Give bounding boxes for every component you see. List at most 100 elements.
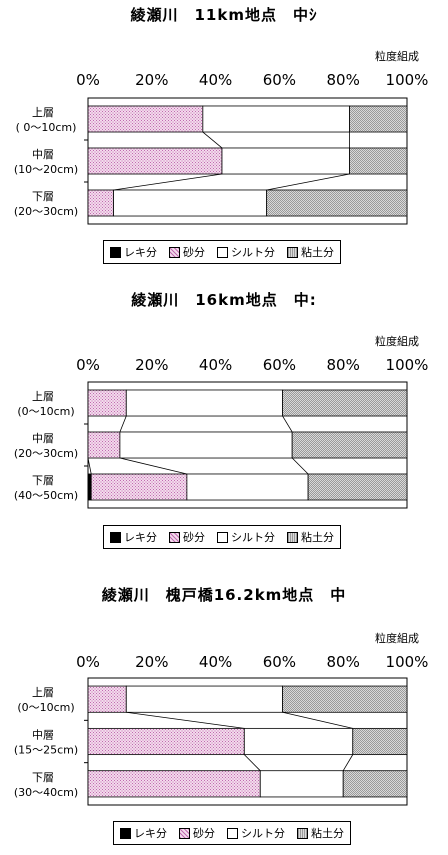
y-tick-label: 中層	[32, 432, 54, 445]
x-tick-label: 40%	[199, 653, 232, 671]
sand-swatch	[169, 246, 180, 258]
chart-plot: 0% 20% 40% 60% 80% 100% 上層 (0～10cm) 中層 (20～30cm) 下…	[14, 356, 428, 509]
chart-title: 綾瀬川 16km地点 中:	[131, 291, 317, 309]
unit-label: 粒度組成	[375, 50, 419, 63]
legend-item-sand: 砂分	[179, 825, 215, 841]
legend-label-clay: 粘土分	[311, 827, 344, 840]
legend-label-sand: 砂分	[183, 246, 205, 259]
x-tick-label: 80%	[327, 653, 360, 671]
chart-plot: 0% 20% 40% 60% 80% 100% 上層 ( 0～10cm) 中層 (10～20cm)…	[14, 71, 429, 225]
x-tick-label: 100%	[386, 71, 429, 89]
series-connector	[87, 457, 92, 475]
bar-segment	[307, 473, 408, 501]
y-tick-label: (40～50cm)	[14, 489, 78, 502]
y-tick-label: (30～40cm)	[14, 786, 78, 799]
bar-segment	[349, 105, 408, 133]
bar-segment	[202, 105, 350, 133]
y-tick-label: 上層	[32, 686, 54, 699]
bar-segment	[282, 685, 408, 713]
silt-swatch	[217, 531, 228, 543]
legend-label-gravel: レキ分	[124, 531, 157, 544]
legend-item-gravel: レキ分	[110, 529, 157, 545]
legend-item-silt: シルト分	[217, 529, 275, 545]
legend-item-silt: シルト分	[217, 244, 275, 260]
series-connector	[113, 173, 223, 191]
bar-segment	[87, 473, 92, 501]
x-tick-label: 20%	[135, 653, 168, 671]
chart-legend: レキ分 砂分 シルト分 粘土分	[103, 525, 341, 549]
x-tick-label: 0%	[76, 356, 100, 374]
bar-segment	[87, 727, 245, 756]
bar-segment	[87, 770, 261, 798]
unit-label: 粒度組成	[375, 632, 419, 645]
legend-label-gravel: レキ分	[134, 827, 167, 840]
legend-label-gravel: レキ分	[124, 246, 157, 259]
y-tick-label: (15～25cm)	[14, 744, 78, 757]
x-tick-label: 40%	[199, 356, 232, 374]
legend-item-silt: シルト分	[227, 825, 285, 841]
chart-title: 綾瀬川 槐戸橋16.2km地点 中	[101, 586, 347, 604]
bar-segment	[87, 685, 127, 713]
legend-label-silt: シルト分	[241, 827, 285, 840]
series-connector	[202, 131, 223, 149]
x-tick-label: 0%	[76, 71, 100, 89]
bar-segment	[266, 189, 408, 217]
bar-segment	[90, 473, 188, 501]
legend-label-clay: 粘土分	[301, 246, 334, 259]
silt-swatch	[217, 246, 228, 258]
legend-item-gravel: レキ分	[110, 244, 157, 260]
series-connector	[291, 457, 309, 475]
x-tick-label: 80%	[327, 71, 360, 89]
x-tick-label: 80%	[327, 356, 360, 374]
bar-segment	[352, 727, 408, 756]
series-connector	[126, 711, 245, 729]
y-tick-label: (20～30cm)	[14, 205, 78, 218]
silt-swatch	[227, 827, 238, 839]
bar-segment	[291, 431, 408, 459]
chart-panel-16-2km: 綾瀬川 槐戸橋16.2km地点 中 粒度組成 0% 20% 40% 60% 80% 100…	[0, 570, 448, 855]
series-connector	[342, 754, 354, 771]
bar-segment	[87, 105, 204, 133]
x-tick-label: 60%	[263, 653, 296, 671]
bar-segment	[259, 770, 344, 798]
x-tick-label: 40%	[199, 71, 232, 89]
legend-label-sand: 砂分	[183, 531, 205, 544]
bar-segment	[243, 727, 354, 756]
legend-item-sand: 砂分	[169, 529, 205, 545]
y-tick-label: (10～20cm)	[14, 163, 78, 176]
chart-panel-11km: 綾瀬川 11km地点 中ｼ 粒度組成 0% 20% 40% 60% 80% 100% 上層 (…	[0, 0, 448, 285]
legend-label-clay: 粘土分	[301, 531, 334, 544]
bar-segment	[87, 189, 114, 217]
x-tick-label: 20%	[135, 356, 168, 374]
chart-panel-16km: 綾瀬川 16km地点 中: 粒度組成 0% 20% 40% 60% 80% 100% 上層 (…	[0, 285, 448, 570]
legend-item-clay: 粘土分	[287, 529, 334, 545]
clay-swatch	[287, 246, 298, 258]
clay-swatch	[297, 827, 308, 839]
y-tick-label: 下層	[32, 771, 54, 784]
bar-segment	[119, 431, 293, 459]
x-tick-label: 0%	[76, 653, 100, 671]
sand-swatch	[169, 531, 180, 543]
bar-segment	[87, 389, 127, 417]
bar-segment	[221, 147, 350, 175]
bar-segment	[342, 770, 408, 798]
unit-label: 粒度組成	[375, 335, 419, 348]
legend-item-gravel: レキ分	[120, 825, 167, 841]
sand-swatch	[179, 827, 190, 839]
legend-label-silt: シルト分	[231, 246, 275, 259]
bar-segment	[87, 147, 223, 175]
gravel-swatch	[110, 246, 121, 258]
bar-segment	[113, 189, 268, 217]
x-tick-label: 60%	[263, 356, 296, 374]
legend-item-clay: 粘土分	[297, 825, 344, 841]
y-tick-label: 下層	[32, 474, 54, 487]
clay-swatch	[287, 531, 298, 543]
y-tick-label: 上層	[32, 106, 54, 119]
gravel-swatch	[110, 531, 121, 543]
y-tick-label: ( 0～10cm)	[16, 121, 77, 134]
y-tick-label: 下層	[32, 190, 54, 203]
legend-item-clay: 粘土分	[287, 244, 334, 260]
legend-item-sand: 砂分	[169, 244, 205, 260]
series-connector	[282, 415, 293, 433]
chart-legend: レキ分 砂分 シルト分 粘土分	[113, 821, 351, 845]
